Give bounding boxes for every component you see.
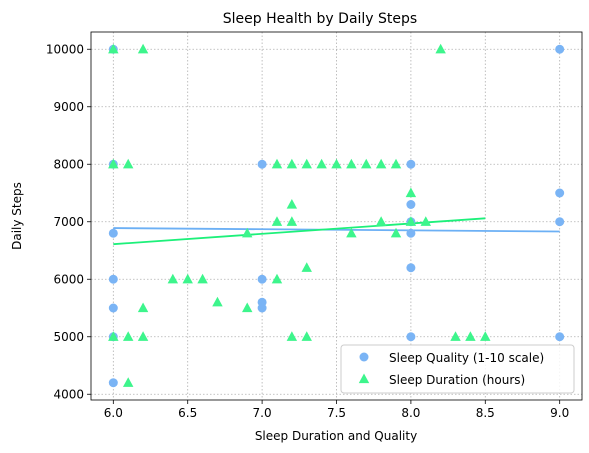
sleep-quality-point xyxy=(257,274,267,284)
sleep-quality-point xyxy=(257,159,267,169)
legend-marker-sleep-duration xyxy=(358,373,370,384)
sleep-duration-point xyxy=(405,216,417,226)
sleep-quality-point xyxy=(108,228,118,238)
sleep-duration-point xyxy=(435,43,446,54)
y-tick-label: 9000 xyxy=(53,100,84,114)
sleep-duration-point xyxy=(346,227,357,238)
sleep-duration-point xyxy=(375,216,387,226)
sleep-quality-point xyxy=(108,274,118,284)
sleep-duration-point xyxy=(420,216,431,226)
sleep-duration-point xyxy=(137,331,149,341)
legend: Sleep Quality (1-10 scale) Sleep Duratio… xyxy=(340,344,575,394)
sleep-duration-point xyxy=(375,158,387,169)
sleep-duration-point xyxy=(182,273,193,284)
sleep-duration-point xyxy=(137,302,149,313)
sleep-duration-point xyxy=(390,158,402,169)
y-tick-label: 8000 xyxy=(53,157,84,171)
sleep-quality-point xyxy=(406,228,416,238)
sleep-duration-point xyxy=(212,296,223,307)
sleep-quality-point xyxy=(108,303,118,313)
legend-label-sleep-duration: Sleep Duration (hours) xyxy=(389,373,525,387)
y-tick-label: 4000 xyxy=(53,387,84,401)
sleep-duration-point xyxy=(390,227,402,238)
sleep-quality-point xyxy=(406,332,416,342)
sleep-duration-point xyxy=(301,262,312,272)
legend-label-sleep-quality: Sleep Quality (1-10 scale) xyxy=(389,351,544,365)
y-axis-ticks: 4000 5000 6000 7000 8000 9000 10000 xyxy=(46,42,91,401)
x-axis-ticks: 6.0 6.5 7.0 7.5 8.0 8.5 9.0 xyxy=(104,400,569,420)
sleep-quality-point xyxy=(257,303,267,313)
sleep-quality-point xyxy=(108,378,118,388)
sleep-duration-point xyxy=(301,331,312,341)
sleep-duration-point xyxy=(122,331,134,341)
y-axis-label: Daily Steps xyxy=(10,182,24,250)
x-tick-label: 6.5 xyxy=(178,406,197,420)
sleep-duration-point xyxy=(346,158,357,169)
sleep-duration-point xyxy=(108,331,119,341)
y-tick-label: 10000 xyxy=(46,42,84,56)
x-tick-label: 8.0 xyxy=(401,406,420,420)
x-axis-label: Sleep Duration and Quality xyxy=(255,429,417,443)
chart-title: Sleep Health by Daily Steps xyxy=(223,11,417,27)
sleep-quality-trend-line xyxy=(113,227,560,233)
sleep-duration-point xyxy=(271,273,283,284)
sleep-duration-point xyxy=(286,216,298,226)
x-tick-label: 8.5 xyxy=(476,406,495,420)
sleep-duration-point xyxy=(286,199,298,209)
sleep-duration-point xyxy=(122,158,134,169)
sleep-duration-point xyxy=(450,331,461,341)
y-tick-label: 7000 xyxy=(53,215,84,229)
x-tick-label: 6.0 xyxy=(104,406,123,420)
sleep-quality-point xyxy=(555,332,565,342)
sleep-quality-point xyxy=(555,188,565,198)
sleep-duration-point xyxy=(122,377,134,387)
sleep-duration-point xyxy=(286,158,298,169)
x-tick-label: 9.0 xyxy=(550,406,569,420)
sleep-duration-point xyxy=(316,158,327,169)
y-tick-label: 5000 xyxy=(53,330,84,344)
legend-box xyxy=(340,344,575,394)
sleep-duration-point xyxy=(108,158,119,169)
sleep-quality-point xyxy=(555,217,565,227)
y-tick-label: 6000 xyxy=(53,272,84,286)
sleep-duration-point xyxy=(480,331,491,341)
sleep-duration-point xyxy=(271,216,283,226)
sleep-duration-point xyxy=(286,331,298,341)
sleep-quality-point xyxy=(406,200,416,209)
sleep-duration-point xyxy=(242,227,253,238)
sleep-duration-point xyxy=(465,331,476,341)
sleep-duration-point xyxy=(361,158,372,169)
sleep-duration-point xyxy=(167,273,179,284)
x-tick-label: 7.5 xyxy=(327,406,346,420)
sleep-duration-point xyxy=(405,187,417,198)
sleep-duration-point xyxy=(242,302,253,313)
sleep-duration-point xyxy=(301,158,312,169)
sleep-duration-point xyxy=(197,273,208,284)
sleep-quality-point xyxy=(555,44,565,54)
x-tick-label: 7.0 xyxy=(253,406,272,420)
sleep-duration-point xyxy=(331,158,342,169)
sleep-duration-point xyxy=(108,43,119,54)
legend-marker-sleep-quality xyxy=(359,352,369,362)
data-points xyxy=(108,43,565,388)
sleep-quality-point xyxy=(406,263,416,273)
sleep-duration-point xyxy=(137,43,149,54)
sleep-duration-point xyxy=(271,158,283,169)
sleep-quality-point xyxy=(406,159,416,169)
